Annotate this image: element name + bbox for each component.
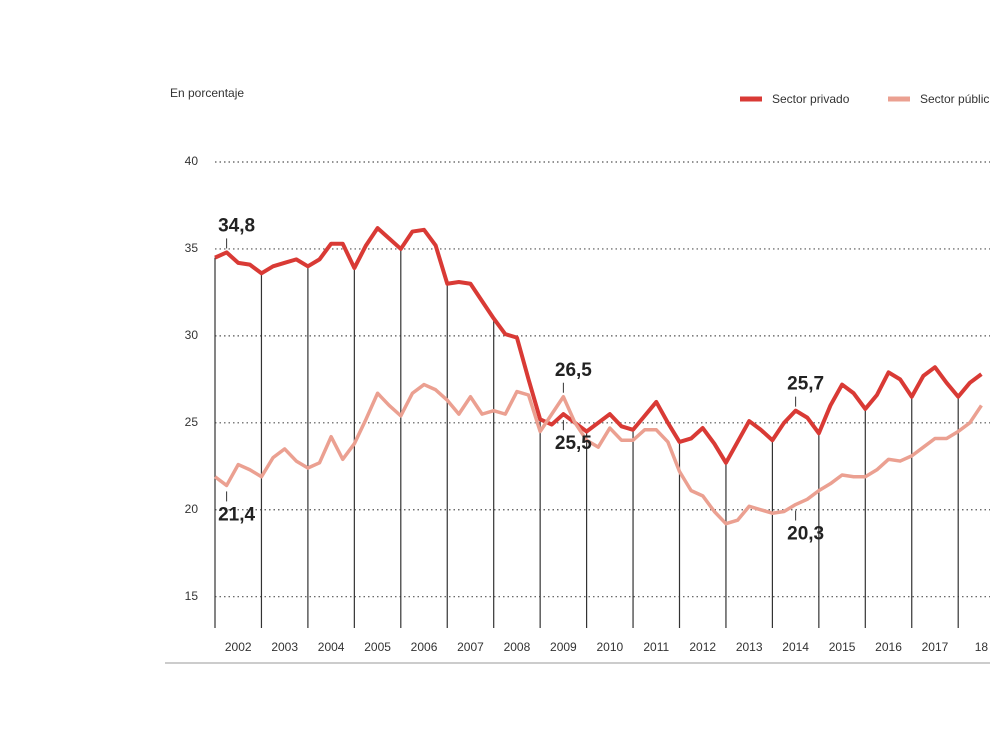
y-tick-label: 30 [185,328,199,342]
x-tick-label: 2007 [457,640,484,654]
x-tick-label: 2013 [736,640,763,654]
data-label: 25,7 [787,374,824,395]
data-label: 20,3 [787,524,824,545]
x-tick-label: 2011 [643,640,669,654]
series-line [214,226,983,465]
legend-label: Sector privado [772,92,850,106]
data-label: 34,8 [218,215,255,236]
x-tick-label: 2012 [689,640,716,654]
x-tick-label: 2002 [225,640,252,654]
x-tick-label: 2010 [596,640,623,654]
data-label: 26,5 [555,360,592,381]
x-tick-label: 2003 [271,640,298,654]
y-axis-label: En porcentaje [170,86,244,100]
x-tick-label: 2004 [318,640,345,654]
x-tick-label: 2009 [550,640,577,654]
legend-label: Sector públic [920,92,989,106]
x-tick-label: 2014 [782,640,809,654]
x-tick-label: 2008 [504,640,531,654]
data-label: 25,5 [555,433,592,454]
x-tick-label: 2006 [411,640,438,654]
y-tick-label: 15 [185,589,199,603]
y-tick-label: 20 [185,502,199,516]
x-tick-label: 2015 [829,640,856,654]
series-line [213,382,983,526]
x-tick-label: 2016 [875,640,902,654]
y-tick-label: 35 [185,241,199,255]
y-tick-label: 40 [185,154,199,168]
x-tick-label: 18 [975,640,989,654]
data-label: 21,4 [218,504,255,525]
x-tick-label: 2005 [364,640,391,654]
y-tick-label: 25 [185,415,199,429]
x-tick-label: 2017 [922,640,949,654]
